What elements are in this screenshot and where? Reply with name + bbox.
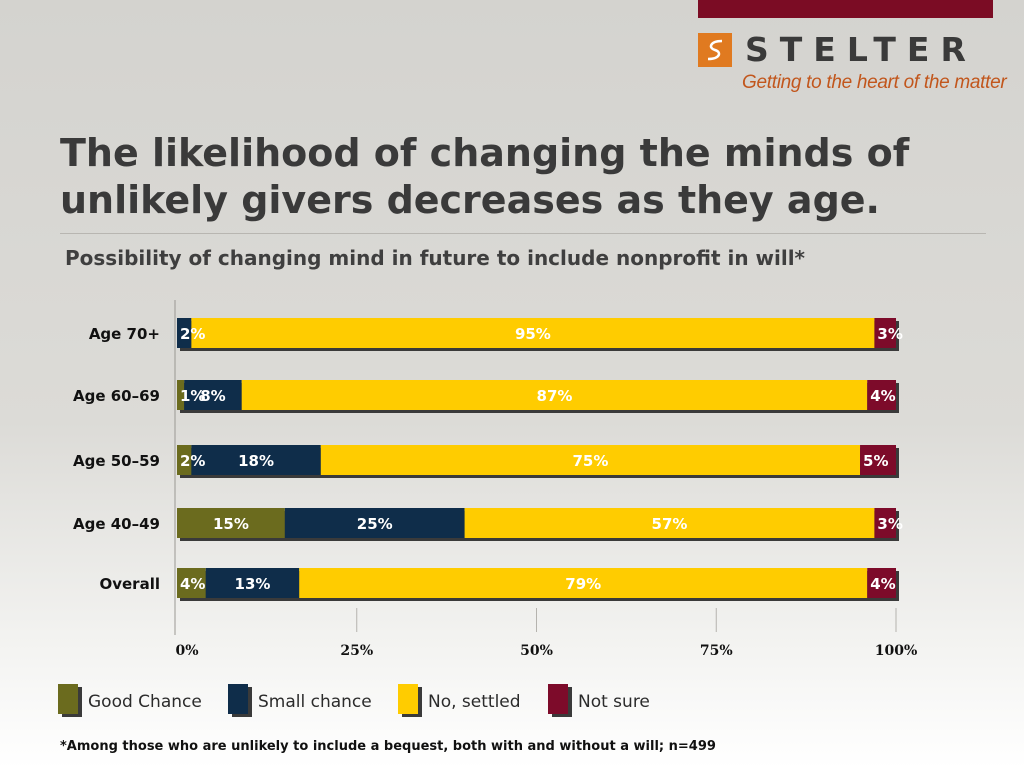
bar-segment	[299, 568, 868, 598]
bar-segment	[177, 318, 192, 348]
bar-segment	[177, 568, 206, 598]
bar-segment	[867, 568, 896, 598]
category-label: Age 70+	[89, 325, 160, 343]
bar-segment	[184, 380, 242, 410]
category-label: Age 50–59	[73, 452, 160, 470]
data-label: 3%	[877, 325, 902, 343]
data-label: 13%	[235, 575, 271, 593]
data-label: 25%	[357, 515, 393, 533]
bar-segment	[205, 568, 300, 598]
bar-segment	[860, 445, 896, 475]
stelter-logo-icon	[698, 33, 732, 67]
data-label: 15%	[213, 515, 249, 533]
bar-segment	[874, 318, 896, 348]
bar-segment	[284, 508, 465, 538]
bar-segment	[867, 380, 896, 410]
data-label: 79%	[565, 575, 601, 593]
legend-label: Small chance	[258, 692, 372, 712]
legend-swatch	[228, 684, 248, 714]
data-label: 95%	[515, 325, 551, 343]
legend-label: Not sure	[578, 692, 650, 712]
data-label: 4%	[870, 575, 895, 593]
bar-segment	[874, 508, 896, 538]
bar-segment	[177, 445, 192, 475]
chart-subtitle: Possibility of changing mind in future t…	[65, 246, 806, 270]
title-divider	[60, 233, 986, 234]
x-tick-label: 75%	[700, 643, 733, 659]
x-tick-label: 100%	[875, 643, 918, 659]
data-label: 4%	[180, 575, 205, 593]
legend-swatch	[58, 684, 78, 714]
data-label: 8%	[200, 387, 225, 405]
category-label: Age 40–49	[73, 515, 160, 533]
bar-segment	[191, 318, 875, 348]
bar-segment	[191, 445, 321, 475]
data-label: 18%	[238, 452, 274, 470]
legend-swatch	[548, 684, 568, 714]
category-label: Age 60–69	[73, 387, 160, 405]
data-label: 75%	[572, 452, 608, 470]
legend-label: Good Chance	[88, 692, 202, 712]
x-tick-label: 25%	[340, 643, 373, 659]
data-label: 57%	[652, 515, 688, 533]
logo-name: STELTER	[745, 30, 977, 69]
data-label: 2%	[180, 325, 205, 343]
data-label: 5%	[863, 452, 888, 470]
data-label: 4%	[870, 387, 895, 405]
data-label: 3%	[877, 515, 902, 533]
data-label: 2%	[180, 452, 205, 470]
category-label: Overall	[99, 575, 160, 593]
bar-segment	[320, 445, 861, 475]
logo-tagline: Getting to the heart of the matter	[742, 72, 1007, 93]
x-tick-label: 0%	[175, 643, 198, 659]
bar-segment	[177, 380, 185, 410]
page-title: The likelihood of changing the minds of …	[60, 131, 910, 222]
data-label: 1%	[180, 387, 205, 405]
brand-bar	[698, 0, 993, 18]
bar-segment	[241, 380, 868, 410]
legend-label: No, settled	[428, 692, 521, 712]
bar-segment	[177, 508, 285, 538]
footnote: *Among those who are unlikely to include…	[60, 739, 716, 754]
x-tick-label: 50%	[520, 643, 553, 659]
data-label: 87%	[537, 387, 573, 405]
stacked-bar-chart: Age 70+ 2% 95% 3% Age 60–69 1%8% 87% 4% Age 50–5…	[73, 300, 918, 659]
bar-segment	[464, 508, 875, 538]
legend-swatch	[398, 684, 418, 714]
